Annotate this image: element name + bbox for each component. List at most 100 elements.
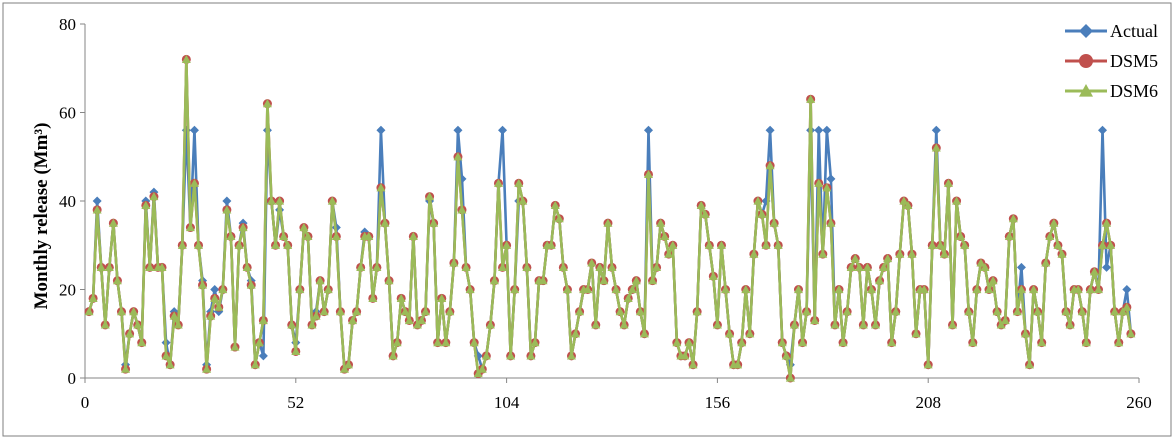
x-tick-label: 0 <box>81 393 90 412</box>
data-point <box>903 200 913 210</box>
data-point <box>1102 218 1112 227</box>
data-point <box>481 351 491 360</box>
data-point <box>652 262 662 271</box>
data-point <box>506 351 516 360</box>
data-point <box>161 351 171 360</box>
data-point <box>210 293 220 302</box>
data-point <box>425 192 435 201</box>
data-point <box>1073 285 1083 294</box>
data-point <box>437 293 447 302</box>
data-point <box>858 320 868 329</box>
data-point <box>514 178 524 187</box>
data-point <box>789 320 799 329</box>
data-point <box>826 174 836 184</box>
data-point <box>558 262 568 271</box>
data-point <box>866 285 876 294</box>
x-tick-label: 208 <box>915 393 941 412</box>
data-point <box>1000 315 1010 325</box>
data-point <box>777 338 787 347</box>
data-point <box>210 285 220 294</box>
data-point <box>372 262 382 271</box>
y-tick-label: 60 <box>59 104 76 123</box>
data-point <box>842 307 852 316</box>
data-point <box>1079 54 1093 68</box>
data-point <box>295 285 305 294</box>
data-point <box>104 262 114 271</box>
data-point <box>887 338 897 347</box>
data-point <box>834 285 844 294</box>
data-point <box>607 262 617 271</box>
data-point <box>449 258 459 267</box>
data-point <box>733 360 743 369</box>
data-point <box>741 285 751 294</box>
data-point <box>177 240 187 249</box>
data-point <box>327 196 337 205</box>
data-point <box>1081 338 1091 347</box>
data-point <box>798 338 808 347</box>
data-point <box>1057 249 1067 258</box>
data-point <box>830 320 840 329</box>
data-point <box>907 249 917 258</box>
data-point <box>323 285 333 294</box>
legend-label: Actual <box>1110 21 1158 41</box>
data-point <box>591 320 601 329</box>
data-point <box>883 254 893 263</box>
data-point <box>234 240 244 249</box>
data-point <box>935 240 945 249</box>
data-point <box>283 240 293 249</box>
data-point <box>226 231 236 240</box>
data-point <box>100 320 110 329</box>
data-point <box>1106 240 1116 249</box>
data-point <box>202 364 212 373</box>
data-point <box>854 262 864 271</box>
data-point <box>875 276 885 285</box>
data-point <box>137 338 147 347</box>
legend-entry: DSM5 <box>1065 51 1158 71</box>
data-point <box>631 276 641 285</box>
data-point <box>1118 307 1128 316</box>
data-point <box>964 307 974 316</box>
data-point <box>218 285 228 294</box>
data-point <box>473 369 483 378</box>
data-point <box>291 346 301 356</box>
data-point <box>222 205 232 214</box>
data-point <box>822 125 832 135</box>
data-point <box>660 231 670 240</box>
data-point <box>1122 302 1132 311</box>
data-point <box>1053 240 1063 249</box>
data-point <box>725 329 735 338</box>
data-point <box>871 320 880 329</box>
data-point <box>311 311 321 320</box>
data-point <box>469 338 479 347</box>
data-point <box>1079 24 1093 38</box>
data-point <box>315 276 325 285</box>
data-point <box>826 218 836 227</box>
data-point <box>392 338 402 347</box>
data-point <box>562 285 572 294</box>
data-point <box>181 54 191 63</box>
data-point <box>879 262 889 271</box>
data-point <box>818 249 828 258</box>
data-point <box>518 196 528 205</box>
data-point <box>599 276 609 285</box>
data-point <box>1029 285 1039 294</box>
legend-label: DSM5 <box>1110 51 1158 71</box>
data-point <box>931 143 941 152</box>
data-point <box>615 307 625 316</box>
data-point <box>911 329 921 338</box>
data-point <box>1020 329 1030 338</box>
data-point <box>271 240 281 249</box>
data-point <box>664 249 674 258</box>
data-point <box>189 125 199 135</box>
data-point <box>522 262 532 271</box>
data-point <box>344 360 353 369</box>
data-point <box>258 315 268 325</box>
data-point <box>299 223 309 232</box>
data-point <box>785 373 795 382</box>
data-point <box>356 262 366 271</box>
data-point <box>266 196 276 205</box>
data-point <box>121 364 131 373</box>
data-point <box>810 315 820 325</box>
data-point <box>149 192 159 201</box>
data-point <box>1016 285 1026 294</box>
